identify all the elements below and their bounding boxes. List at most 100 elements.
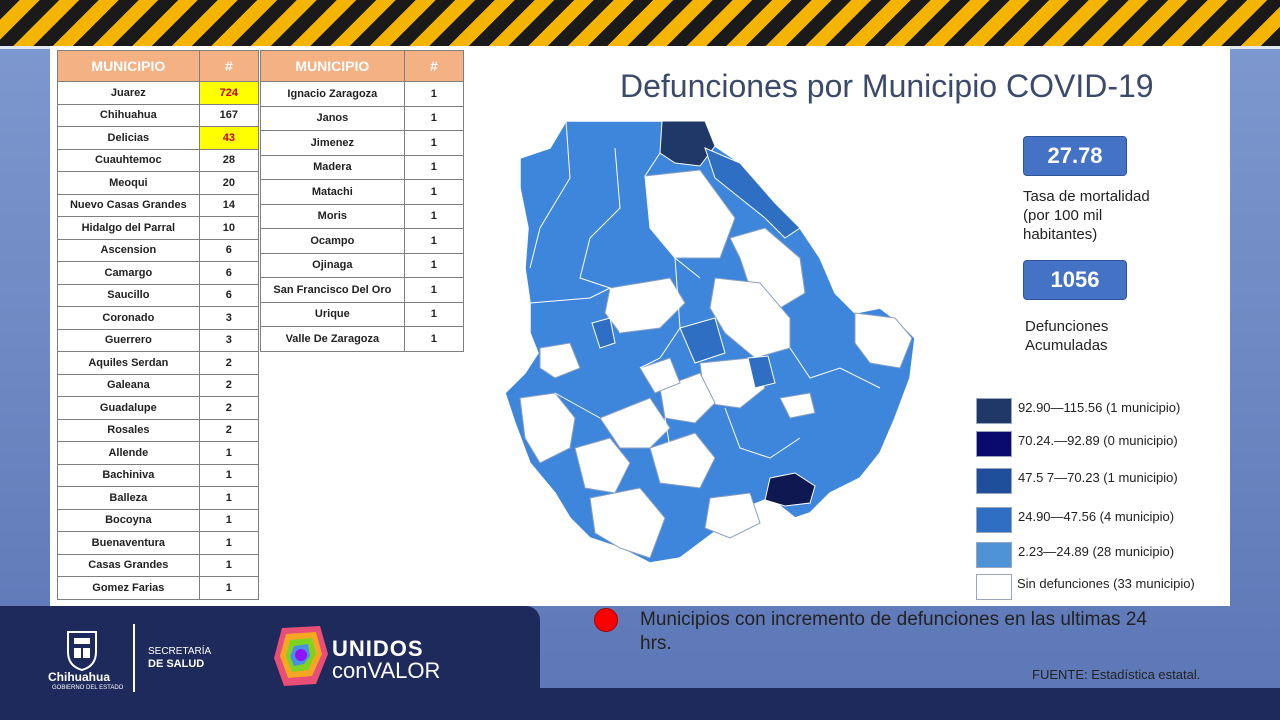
death-count: 2 bbox=[198, 396, 260, 420]
municipality-name: Delicias bbox=[57, 126, 200, 150]
page-title: Defunciones por Municipio COVID-19 bbox=[620, 68, 1154, 104]
hazard-stripe-banner bbox=[0, 0, 1280, 49]
table-row: Cuauhtemoc 28 bbox=[57, 148, 260, 172]
death-count: 2 bbox=[198, 351, 260, 375]
table-row: Ignacio Zaragoza 1 bbox=[260, 81, 465, 107]
border-line bbox=[664, 417, 701, 454]
death-count: 1 bbox=[403, 105, 465, 131]
mortality-rate-label: Tasa de mortalidad (por 100 mil habitant… bbox=[1023, 188, 1150, 243]
campaign-line-2: conVALOR bbox=[332, 658, 441, 683]
municipality-name: Janos bbox=[260, 105, 405, 131]
table-row: Ocampo 1 bbox=[260, 228, 465, 254]
municipality-name: Casas Grandes bbox=[57, 553, 200, 577]
table-row: Chihuahua 167 bbox=[57, 103, 260, 127]
municipality-name: Bocoyna bbox=[57, 508, 200, 532]
table-row: Galeana 2 bbox=[57, 373, 260, 397]
death-count: 1 bbox=[403, 277, 465, 303]
municipality-table-left: MUNICIPIO # Juarez 724 Chihuahua 167 Delicia… bbox=[57, 50, 260, 600]
legend-swatch bbox=[976, 574, 1012, 600]
legend-label: 47.5 7—70.23 (1 municipio) bbox=[1018, 470, 1178, 485]
legend-swatch bbox=[976, 542, 1012, 568]
municipality-name: Allende bbox=[57, 441, 200, 465]
municipality-name: Gomez Farias bbox=[57, 576, 200, 600]
death-count: 6 bbox=[198, 238, 260, 262]
table-row: Madera 1 bbox=[260, 154, 465, 180]
municipality-name: Guadalupe bbox=[57, 396, 200, 420]
column-header-count: # bbox=[198, 50, 260, 82]
region-guadalupe-bravos bbox=[704, 147, 801, 239]
municipality-name: Saucillo bbox=[57, 283, 200, 307]
region-sierra-3 bbox=[599, 397, 671, 449]
table-row: Hidalgo del Parral 10 bbox=[57, 216, 260, 240]
region-parral bbox=[764, 472, 816, 507]
table-row: Guerrero 3 bbox=[57, 328, 260, 352]
table-row: San Francisco Del Oro 1 bbox=[260, 277, 465, 303]
no-deaths-regions bbox=[519, 169, 913, 559]
municipality-name: Madera bbox=[260, 154, 405, 180]
death-count: 43 bbox=[198, 126, 260, 150]
death-count: 1 bbox=[198, 486, 260, 510]
legend-label: 70.24.—92.89 (0 municipio) bbox=[1018, 433, 1178, 448]
state-name: Chihuahua bbox=[48, 670, 110, 684]
department-line-1: SECRETARÍA bbox=[148, 646, 212, 657]
municipality-name: Cuauhtemoc bbox=[57, 148, 200, 172]
region-center-2 bbox=[639, 357, 681, 394]
region-west-2 bbox=[539, 342, 581, 379]
municipality-name: Aquiles Serdan bbox=[57, 351, 200, 375]
table-row: Moris 1 bbox=[260, 203, 465, 229]
municipality-name: Urique bbox=[260, 301, 405, 327]
table-row: Bachiniva 1 bbox=[57, 463, 260, 487]
source-caption: FUENTE: Estadística estatal. bbox=[1032, 667, 1201, 682]
death-count: 1 bbox=[198, 553, 260, 577]
death-count: 1 bbox=[198, 576, 260, 600]
table-row: Balleza 1 bbox=[57, 486, 260, 510]
footer-divider bbox=[133, 624, 135, 692]
death-count: 167 bbox=[198, 103, 260, 127]
municipality-name: Matachi bbox=[260, 179, 405, 205]
region-cuauhtemoc bbox=[591, 317, 616, 349]
municipality-name: Ascension bbox=[57, 238, 200, 262]
table-header-row: MUNICIPIO # bbox=[57, 50, 260, 82]
death-count: 1 bbox=[198, 508, 260, 532]
region-aldama bbox=[709, 277, 791, 359]
death-count: 1 bbox=[403, 203, 465, 229]
region-chihuahua-city bbox=[679, 317, 726, 364]
municipality-name: Balleza bbox=[57, 486, 200, 510]
border-line bbox=[724, 407, 801, 459]
death-count: 1 bbox=[403, 326, 465, 352]
table-row: Buenaventura 1 bbox=[57, 531, 260, 555]
column-header-municipio: MUNICIPIO bbox=[260, 50, 405, 82]
red-dot-marker bbox=[594, 608, 618, 632]
death-count: 14 bbox=[198, 193, 260, 217]
table-row: Juarez 724 bbox=[57, 81, 260, 105]
table-row: Nuevo Casas Grandes 14 bbox=[57, 193, 260, 217]
table-row: Guadalupe 2 bbox=[57, 396, 260, 420]
death-count: 1 bbox=[403, 301, 465, 327]
municipality-name: Jimenez bbox=[260, 130, 405, 156]
legend-label: 2.23—24.89 (28 municipio) bbox=[1018, 544, 1175, 559]
table-row: Valle De Zaragoza 1 bbox=[260, 326, 465, 352]
death-count: 28 bbox=[198, 148, 260, 172]
municipality-name: Buenaventura bbox=[57, 531, 200, 555]
table-row: Casas Grandes 1 bbox=[57, 553, 260, 577]
legend-swatch bbox=[976, 398, 1012, 424]
municipality-name: Valle De Zaragoza bbox=[260, 326, 405, 352]
municipality-name: Ocampo bbox=[260, 228, 405, 254]
death-count: 1 bbox=[198, 463, 260, 487]
border-line bbox=[529, 120, 571, 269]
table-row: Urique 1 bbox=[260, 301, 465, 327]
municipality-name: Rosales bbox=[57, 418, 200, 442]
municipality-name: Coronado bbox=[57, 306, 200, 330]
municipality-name: San Francisco Del Oro bbox=[260, 277, 405, 303]
border-line bbox=[579, 147, 621, 289]
mortality-rate-box: 27.78 bbox=[1023, 136, 1127, 176]
table-row: Ojinaga 1 bbox=[260, 252, 465, 278]
table-row: Delicias 43 bbox=[57, 126, 260, 150]
death-count: 3 bbox=[198, 328, 260, 352]
table-row: Bocoyna 1 bbox=[57, 508, 260, 532]
region-madera-west bbox=[604, 277, 686, 334]
death-count: 2 bbox=[198, 418, 260, 442]
region-coyame bbox=[729, 227, 806, 309]
region-east-small bbox=[779, 392, 816, 419]
death-count: 1 bbox=[403, 179, 465, 205]
